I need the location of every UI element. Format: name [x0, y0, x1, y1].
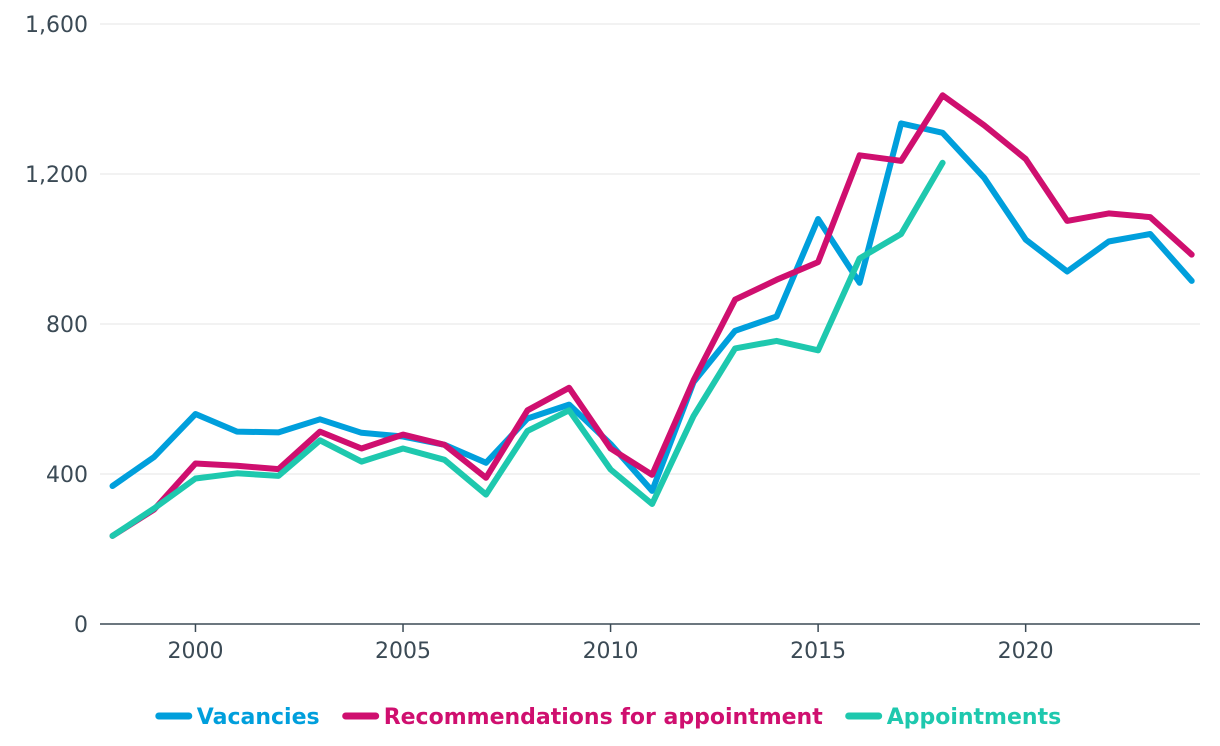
legend-label: Appointments	[887, 705, 1061, 730]
x-tick-label: 2000	[167, 639, 223, 664]
y-tick-label: 1,600	[25, 13, 88, 38]
x-tick-label: 2015	[790, 639, 846, 664]
series-line-appointments	[109, 159, 946, 539]
legend-label: Recommendations for appointment	[384, 705, 824, 730]
series-lines	[109, 92, 1195, 539]
legend-label: Vacancies	[197, 705, 320, 730]
y-tick-label: 800	[46, 313, 88, 338]
y-tick-label: 400	[46, 463, 88, 488]
x-tick-label: 2005	[375, 639, 431, 664]
legend: Vacancies Recommendations for appointment…	[155, 705, 1061, 730]
legend-item: Vacancies	[155, 705, 320, 730]
axes: 0 400 800 1,200 1,600 2000 2005 2010 2015 2020	[25, 13, 1200, 664]
legend-item: Recommendations for appointment	[342, 705, 824, 730]
y-tick-label: 1,200	[25, 163, 88, 188]
legend-item: Appointments	[845, 705, 1061, 730]
y-tick-label: 0	[74, 613, 88, 638]
series-line-recommendations-for-appointment	[109, 92, 1195, 539]
series-line-vacancies	[109, 120, 1195, 494]
x-tick-label: 2020	[998, 639, 1054, 664]
x-tick-label: 2010	[583, 639, 639, 664]
